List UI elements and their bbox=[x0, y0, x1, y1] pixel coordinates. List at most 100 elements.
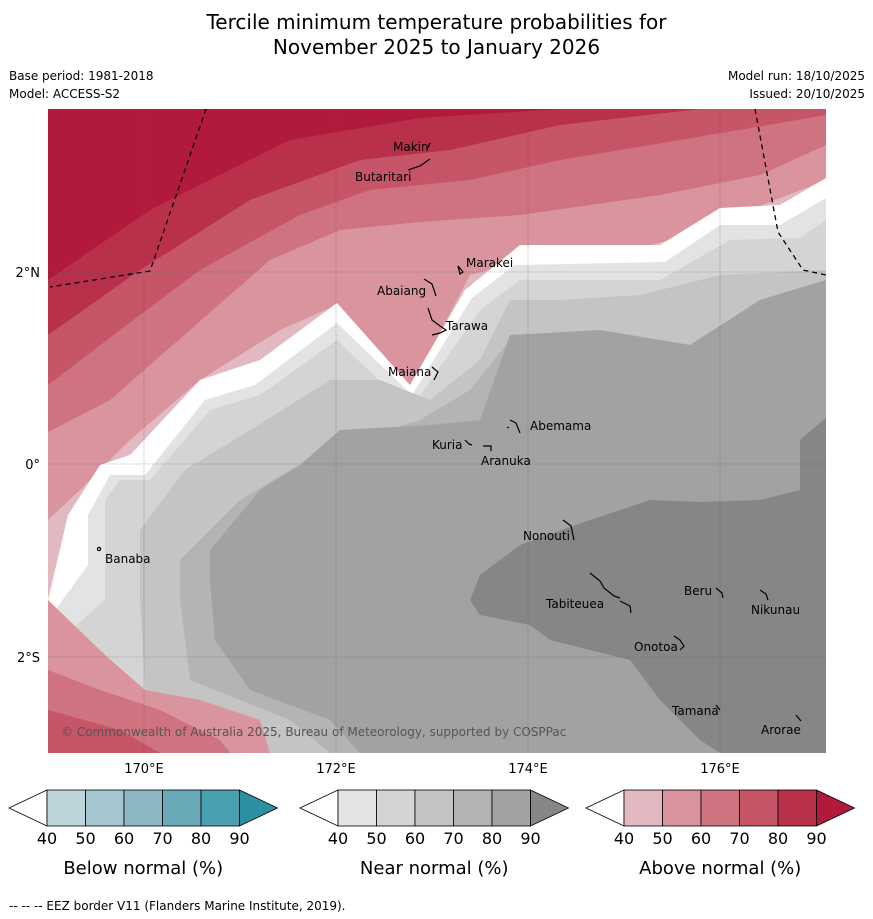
above-normal-segment-3 bbox=[739, 789, 779, 827]
lon-label-172e: 172°E bbox=[316, 762, 356, 777]
label-arorae: Arorae bbox=[761, 723, 801, 737]
above-normal-tick: 70 bbox=[729, 829, 749, 848]
above-normal-segment-2 bbox=[700, 789, 740, 827]
below-normal-low-extend bbox=[8, 789, 48, 827]
colorbars: 40 50 60 70 80 90 Below normal (%) 40 50 60 70 80 90… bbox=[8, 789, 856, 879]
label-makin: Makin bbox=[393, 140, 429, 154]
below-normal-label: Below normal (%) bbox=[63, 858, 223, 879]
label-beru: Beru bbox=[684, 584, 712, 598]
below-normal-segment-0 bbox=[46, 789, 86, 827]
above-normal-label: Above normal (%) bbox=[639, 858, 801, 879]
island-abaiang bbox=[423, 278, 437, 297]
near-normal-segment-4 bbox=[491, 789, 531, 827]
below-normal-tick: 50 bbox=[75, 829, 95, 848]
near-normal-tick: 60 bbox=[405, 829, 425, 848]
below-normal-segment-4 bbox=[200, 789, 240, 827]
label-onotoa: Onotoa bbox=[634, 640, 678, 654]
lat-label-2s: 2°S bbox=[17, 651, 40, 666]
place-labels: Makin Butaritari Marakei Abaiang Tarawa … bbox=[105, 140, 801, 737]
gridlines bbox=[48, 109, 826, 753]
near-normal-tick: 50 bbox=[366, 829, 386, 848]
below-normal-tick: 90 bbox=[229, 829, 249, 848]
meta-right: Model run: 18/10/2025 Issued: 20/10/2025 bbox=[728, 67, 865, 103]
label-maiana: Maiana bbox=[388, 365, 431, 379]
island-maiana bbox=[431, 366, 439, 381]
island-tamana bbox=[715, 704, 721, 711]
island-tabiteuea bbox=[589, 572, 632, 614]
eez-border bbox=[49, 109, 826, 288]
label-abaiang: Abaiang bbox=[377, 284, 426, 298]
label-abemama: Abemama bbox=[530, 419, 591, 433]
lon-label-170e: 170°E bbox=[124, 762, 164, 777]
label-nikunau: Nikunau bbox=[751, 603, 800, 617]
island-onotoa bbox=[673, 635, 685, 651]
above-normal-segment-0 bbox=[623, 789, 663, 827]
above-normal-tick: 80 bbox=[768, 829, 788, 848]
above-normal-high-extend bbox=[816, 789, 856, 827]
island-butaritari bbox=[407, 158, 431, 171]
axis-labels: 2°N 0° 2°S 170°E 172°E 174°E 176°E bbox=[16, 266, 740, 777]
island-beru bbox=[715, 587, 724, 599]
label-tabiteuea: Tabiteuea bbox=[545, 597, 604, 611]
near-normal-label: Near normal (%) bbox=[360, 858, 509, 879]
above-normal-low-extend bbox=[585, 789, 625, 827]
base-period: Base period: 1981-2018 bbox=[9, 69, 154, 83]
near-normal-low-extend bbox=[299, 789, 339, 827]
island-kuria bbox=[464, 439, 473, 446]
top-red-overlay bbox=[48, 109, 205, 250]
issued-date: Issued: 20/10/2025 bbox=[749, 87, 865, 101]
label-marakei: Marakei bbox=[466, 256, 513, 270]
eez-footnote: -- -- -- EEZ border V11 (Flanders Marine… bbox=[9, 899, 346, 913]
label-banaba: Banaba bbox=[105, 552, 151, 566]
model-run: Model run: 18/10/2025 bbox=[727, 69, 865, 83]
label-tamana: Tamana bbox=[671, 704, 719, 718]
near-normal-segment-1 bbox=[376, 789, 416, 827]
island-nikunau bbox=[759, 589, 769, 601]
near-normal-segment-0 bbox=[337, 789, 377, 827]
model-name: Model: ACCESS-S2 bbox=[9, 87, 121, 101]
chart-title: Tercile minimum temperature probabilitie… bbox=[0, 10, 873, 60]
label-kuria: Kuria bbox=[432, 438, 463, 452]
label-butaritari: Butaritari bbox=[355, 170, 412, 184]
above-normal-tick: 50 bbox=[652, 829, 672, 848]
copyright-notice: © Commonwealth of Australia 2025, Bureau… bbox=[61, 725, 566, 739]
near-normal-tick: 70 bbox=[443, 829, 463, 848]
label-nonouti: Nonouti bbox=[523, 529, 570, 543]
near-normal-tick: 40 bbox=[328, 829, 348, 848]
lat-label-0: 0° bbox=[25, 458, 40, 473]
below-normal-tick: 40 bbox=[37, 829, 57, 848]
label-aranuka: Aranuka bbox=[481, 454, 531, 468]
below-normal-tick: 70 bbox=[152, 829, 172, 848]
lon-label-174e: 174°E bbox=[508, 762, 548, 777]
above-normal-segment-1 bbox=[662, 789, 702, 827]
near-90-band bbox=[470, 418, 826, 753]
near-normal-segment-3 bbox=[453, 789, 493, 827]
island-aranuka bbox=[483, 445, 492, 451]
above-normal-tick: 60 bbox=[691, 829, 711, 848]
island-abemama bbox=[506, 419, 521, 434]
island-marakei bbox=[457, 265, 464, 275]
below-normal-tick: 80 bbox=[191, 829, 211, 848]
map-area: Makin Butaritari Marakei Abaiang Tarawa … bbox=[48, 109, 826, 753]
island-arorae bbox=[795, 714, 802, 722]
below-normal-segment-2 bbox=[123, 789, 163, 827]
below-normal-segment-1 bbox=[85, 789, 125, 827]
near-normal-tick: 90 bbox=[520, 829, 540, 848]
above-normal-tick: 90 bbox=[806, 829, 826, 848]
near-normal-segment-2 bbox=[414, 789, 454, 827]
near-normal-tick: 80 bbox=[482, 829, 502, 848]
island-tarawa bbox=[427, 307, 448, 336]
lat-label-2n: 2°N bbox=[16, 266, 41, 281]
near-normal-high-extend bbox=[530, 789, 570, 827]
below-normal-segment-3 bbox=[162, 789, 202, 827]
title-line-1: Tercile minimum temperature probabilitie… bbox=[206, 10, 667, 34]
above-normal-tick: 40 bbox=[614, 829, 634, 848]
below-normal-high-extend bbox=[239, 789, 279, 827]
meta-left: Base period: 1981-2018 Model: ACCESS-S2 bbox=[9, 67, 154, 103]
label-tarawa: Tarawa bbox=[445, 319, 488, 333]
above-normal-segment-4 bbox=[777, 789, 817, 827]
islands bbox=[96, 142, 802, 722]
lon-label-176e: 176°E bbox=[700, 762, 740, 777]
below-normal-tick: 60 bbox=[114, 829, 134, 848]
